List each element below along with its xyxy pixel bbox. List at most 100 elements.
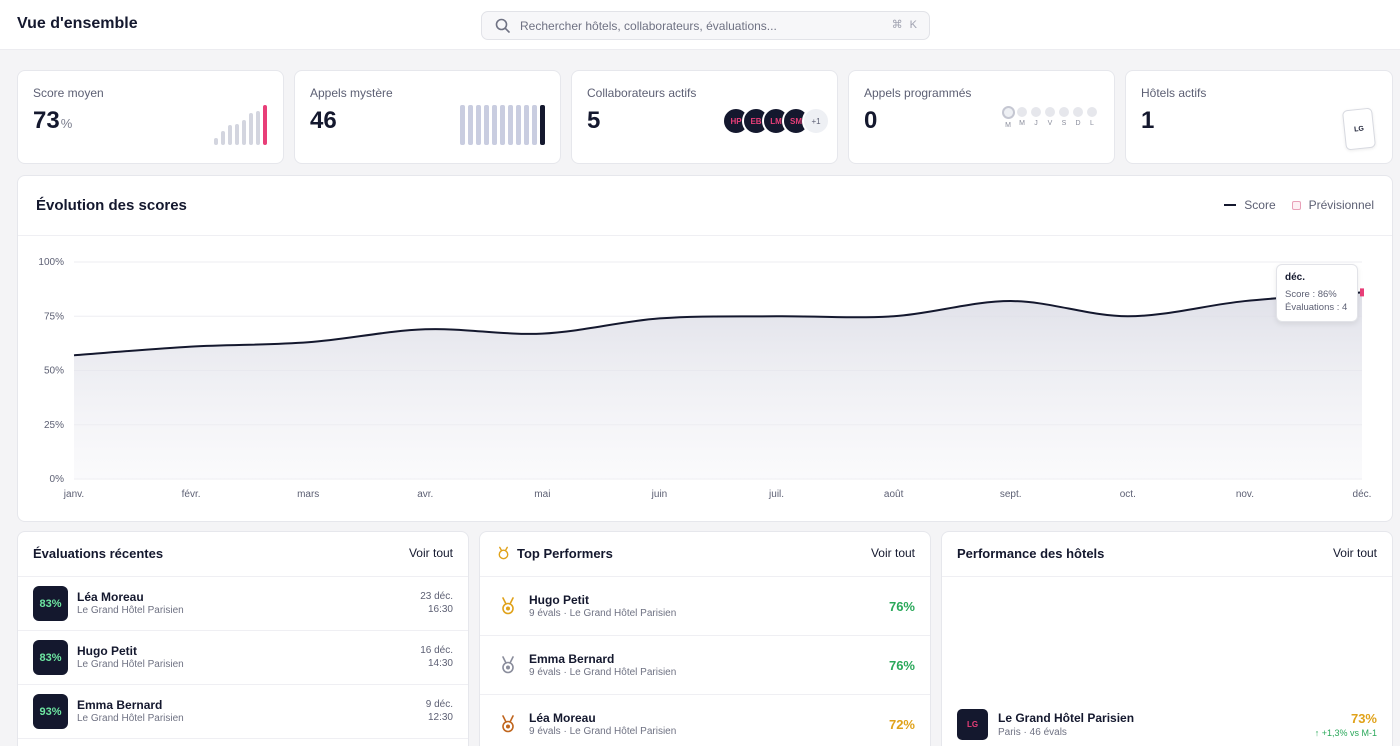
hotel-name[interactable]: Le Grand Hôtel Parisien	[998, 711, 1135, 725]
divider	[18, 235, 1392, 236]
score-badge: 83%	[33, 586, 68, 621]
x-tick-label: mars	[297, 489, 319, 500]
evaluation-datetime: 9 déc. 12:30	[426, 698, 453, 724]
x-tick-label: oct.	[1120, 489, 1136, 500]
hotel-name: Le Grand Hôtel Parisien	[77, 713, 184, 724]
performer-details: 9 évals · Le Grand Hôtel Parisien	[529, 726, 677, 737]
stat-card-hotels[interactable]: Hôtels actifs 1 LG	[1125, 70, 1393, 164]
divider	[18, 576, 468, 577]
spark-bar	[532, 105, 537, 145]
tooltip-score: Score : 86%	[1285, 289, 1337, 300]
evaluation-datetime: 23 déc. 16:30	[420, 590, 453, 616]
evaluation-datetime: 16 déc. 14:30	[420, 644, 453, 670]
search-placeholder: Rechercher hôtels, collaborateurs, évalu…	[520, 19, 777, 33]
stat-value: 73%	[33, 107, 73, 134]
performer-row[interactable]: Hugo Petit 9 évals · Le Grand Hôtel Paris…	[480, 577, 930, 636]
medal-icon	[502, 656, 514, 674]
performer-row[interactable]: Léa Moreau 9 évals · Le Grand Hôtel Paris…	[480, 695, 930, 746]
score-line-chart[interactable]: 0% 25% 50% 75% 100% janv. févr. mars avr. mai juin…	[18, 236, 1392, 521]
legend-score-label: Score	[1244, 198, 1276, 212]
see-all-link[interactable]: Voir tout	[408, 546, 453, 560]
panel-title: Performance des hôtels	[957, 546, 1105, 561]
stat-value: 5	[587, 107, 601, 134]
see-all-link[interactable]: Voir tout	[1332, 546, 1377, 560]
evaluation-date: 16 déc.	[420, 645, 453, 656]
stat-card-score[interactable]: Score moyen 73%	[17, 70, 284, 164]
day-indicator: V	[1045, 107, 1055, 129]
evaluation-row[interactable]: 83% Léa Moreau Le Grand Hôtel Parisien 23 d…	[18, 577, 468, 631]
spark-bar	[468, 105, 473, 145]
spark-bar	[492, 105, 497, 145]
x-tick-label: avr.	[417, 489, 433, 500]
y-tick-label: 75%	[44, 311, 64, 322]
x-tick-label: juil.	[768, 489, 784, 500]
evaluation-date: 9 déc.	[425, 699, 453, 710]
day-dot	[1045, 107, 1055, 117]
day-indicator: M	[1017, 107, 1027, 129]
stat-label: Score moyen	[33, 86, 104, 100]
hotel-logo-badge: LG	[1341, 107, 1377, 151]
day-label: J	[1034, 120, 1038, 127]
x-tick-label: juin	[651, 489, 668, 500]
legend-forecast-label: Prévisionnel	[1308, 198, 1374, 212]
avatar-group: HP EB LM SM +1	[722, 107, 830, 135]
chart-legend: Score Prévisionnel	[1224, 198, 1374, 212]
spark-bar	[460, 105, 465, 145]
performer-score: 72%	[888, 717, 915, 732]
legend-score-swatch	[1224, 204, 1237, 206]
chart-title: Évolution des scores	[36, 197, 187, 214]
page-title: Vue d'ensemble	[17, 15, 138, 32]
spark-bar	[242, 120, 246, 145]
avatar-more[interactable]: +1	[802, 107, 830, 135]
performer-name: Emma Bernard	[529, 652, 615, 666]
medal-icon	[502, 715, 514, 733]
chart-tooltip: déc. Score : 86% Évaluations : 4	[1276, 264, 1358, 322]
performer-name: Hugo Petit	[529, 593, 589, 607]
spark-bar	[476, 105, 481, 145]
panel-title: Évaluations récentes	[33, 546, 164, 561]
evaluation-row[interactable]: 83% Hugo Petit Le Grand Hôtel Parisien 16 d…	[18, 631, 468, 685]
day-label: V	[1047, 120, 1053, 127]
day-indicator: S	[1059, 107, 1069, 129]
stat-card-collaborators[interactable]: Collaborateurs actifs 5 HP EB LM SM +1	[571, 70, 838, 164]
performer-score: 76%	[888, 658, 915, 673]
stat-card-mystery-calls[interactable]: Appels mystère 46	[294, 70, 561, 164]
day-label: D	[1075, 120, 1081, 127]
tooltip-evals: Évaluations : 4	[1285, 302, 1348, 313]
evaluation-row[interactable]: 93% Emma Bernard Le Grand Hôtel Parisien 9 …	[18, 685, 468, 739]
employee-name: Emma Bernard	[77, 698, 163, 712]
spark-bar	[256, 111, 260, 145]
day-dot	[1059, 107, 1069, 117]
hotel-performance-panel: Performance des hôtels Voir tout LG Le G…	[941, 531, 1393, 746]
day-dot	[1001, 105, 1015, 119]
recent-evaluations-panel: Évaluations récentes Voir tout 83% Léa Mo…	[17, 531, 469, 746]
hotel-score: 73%	[1350, 711, 1377, 726]
search-input[interactable]: Rechercher hôtels, collaborateurs, évalu…	[481, 11, 930, 40]
score-sparkline	[214, 105, 267, 145]
hotel-name: Le Grand Hôtel Parisien	[77, 659, 184, 670]
hotel-trend: ↑ +1,3% vs M-1	[1314, 728, 1377, 738]
hotel-logo: LG	[957, 709, 988, 740]
evaluation-time: 16:30	[427, 604, 453, 615]
performer-score: 76%	[888, 599, 915, 614]
day-indicator: L	[1087, 107, 1097, 129]
x-tick-label: janv.	[63, 489, 84, 500]
performer-row[interactable]: Emma Bernard 9 évals · Le Grand Hôtel Par…	[480, 636, 930, 695]
see-all-link[interactable]: Voir tout	[870, 546, 915, 560]
x-tick-label: sept.	[1000, 489, 1022, 500]
medal-icon	[502, 597, 514, 615]
spark-bar	[263, 105, 267, 145]
forecast-marker	[1360, 288, 1364, 297]
evaluation-date: 23 déc.	[420, 591, 453, 602]
evaluation-time: 12:30	[427, 712, 453, 723]
score-badge: 83%	[33, 640, 68, 675]
score-evolution-card: Évolution des scores Score Prévisionnel …	[17, 175, 1393, 522]
spark-bar	[235, 124, 239, 145]
employee-name: Hugo Petit	[77, 644, 137, 658]
legend-forecast-swatch	[1291, 200, 1301, 210]
spark-bar	[516, 105, 521, 145]
stat-card-scheduled-calls[interactable]: Appels programmés 0 M M J V S D L	[848, 70, 1115, 164]
top-bar: Vue d'ensemble Rechercher hôtels, collab…	[0, 0, 1400, 50]
search-icon	[495, 18, 510, 33]
